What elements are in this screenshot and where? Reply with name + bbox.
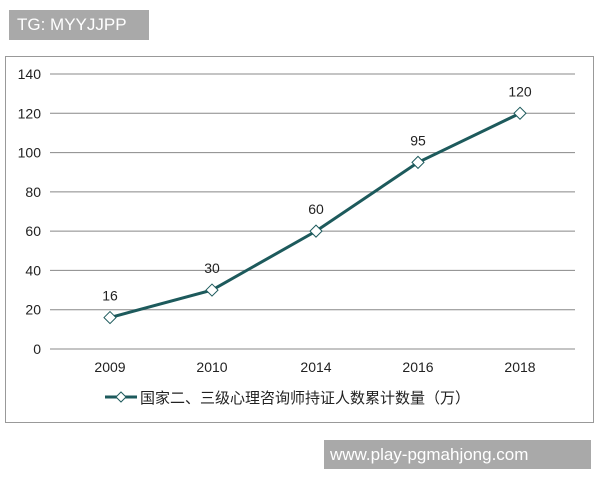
x-tick-label: 2009	[94, 359, 125, 375]
x-tick-label: 2014	[300, 359, 331, 375]
data-point-marker	[309, 224, 323, 238]
y-tick-label: 40	[25, 262, 41, 278]
y-tick-label: 120	[18, 105, 42, 121]
y-tick-label: 100	[18, 145, 42, 161]
data-point-marker	[411, 155, 425, 170]
data-label: 16	[102, 288, 118, 304]
legend-diamond-icon	[115, 391, 127, 403]
data-point-marker	[513, 106, 527, 120]
y-tick-label: 0	[33, 341, 41, 357]
x-tick-label: 2016	[402, 359, 433, 375]
x-tick-label: 2018	[504, 359, 535, 375]
y-tick-label: 60	[25, 223, 41, 239]
y-tick-label: 80	[25, 184, 41, 200]
x-tick-label: 2010	[196, 359, 227, 375]
data-label: 60	[308, 201, 324, 217]
legend: 国家二、三级心理咨询师持证人数累计数量（万）	[105, 390, 470, 407]
data-point-marker	[103, 310, 117, 325]
data-label: 120	[508, 83, 532, 99]
y-tick-label: 20	[25, 302, 41, 318]
data-point-marker	[205, 283, 219, 297]
y-tick-label: 140	[18, 66, 42, 82]
data-label: 30	[204, 260, 220, 276]
watermark-top: TG: MYYJJPP	[9, 10, 149, 40]
chart-frame	[5, 56, 594, 423]
data-label: 95	[410, 132, 426, 148]
watermark-bottom: www.play-pgmahjong.com	[324, 440, 591, 469]
legend-label: 国家二、三级心理咨询师持证人数累计数量（万）	[140, 390, 470, 407]
